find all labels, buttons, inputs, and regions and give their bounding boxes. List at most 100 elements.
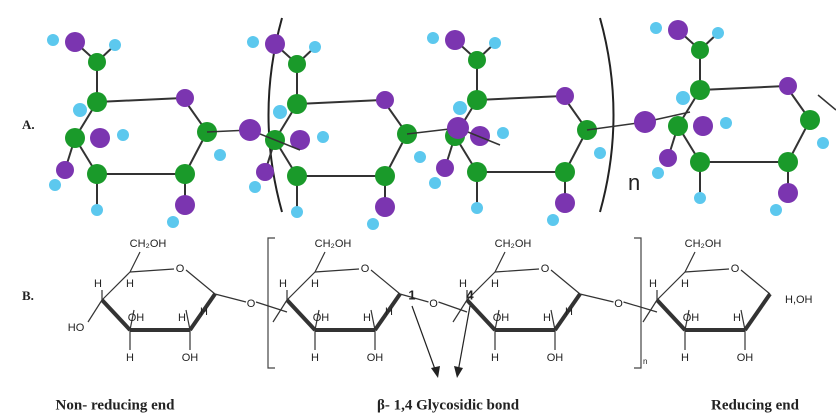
- bond: [314, 309, 320, 331]
- atom: [117, 129, 129, 141]
- atom: [65, 128, 85, 148]
- bond: [623, 301, 658, 313]
- atom: [287, 166, 307, 186]
- arrowhead: [431, 366, 440, 378]
- ring-label: H: [565, 306, 573, 318]
- ring-label: CH₂OH: [685, 238, 722, 250]
- atom: [87, 164, 107, 184]
- atom: [445, 30, 465, 50]
- atom: [65, 32, 85, 52]
- ring-label: H: [491, 352, 499, 364]
- ring-label: HO: [68, 322, 85, 334]
- arrow: [457, 305, 471, 373]
- bond: [656, 271, 686, 301]
- bond: [740, 309, 746, 331]
- caption-middle: β- 1,4 Glycosidic bond: [377, 397, 520, 413]
- atom: [90, 128, 110, 148]
- bond: [762, 293, 771, 307]
- repeat-n-b: n: [643, 357, 647, 366]
- square-bracket-left: [267, 237, 275, 369]
- link-oxygen: O: [429, 298, 438, 310]
- ring-label: CH₂OH: [315, 238, 352, 250]
- bond: [370, 269, 401, 295]
- atom: [87, 92, 107, 112]
- bond: [370, 309, 376, 331]
- atom: [256, 163, 274, 181]
- atom: [309, 41, 321, 53]
- ring-label: H: [200, 306, 208, 318]
- ring-label: OH: [367, 352, 384, 364]
- atom: [800, 110, 820, 130]
- ring-label: H: [385, 306, 393, 318]
- atom: [109, 39, 121, 51]
- atom: [73, 103, 87, 117]
- bond: [185, 309, 191, 331]
- ring-label: H: [649, 278, 657, 290]
- ring-label: H,OH: [785, 294, 813, 306]
- carbon-1: 1: [408, 287, 415, 302]
- ring-label: H: [126, 278, 134, 290]
- bond: [684, 251, 696, 273]
- atom: [375, 166, 395, 186]
- atom: [88, 53, 106, 71]
- atom: [273, 105, 287, 119]
- ring-label: H: [279, 278, 287, 290]
- atom: [249, 181, 261, 193]
- carbon-4: 4: [466, 287, 474, 302]
- atom: [175, 195, 195, 215]
- bond: [314, 268, 360, 273]
- atom: [817, 137, 829, 149]
- arrow: [411, 305, 437, 373]
- atom: [778, 152, 798, 172]
- bond: [684, 268, 730, 273]
- ring-label: H: [94, 278, 102, 290]
- atom: [291, 206, 303, 218]
- atom: [453, 101, 467, 115]
- atom: [659, 149, 677, 167]
- atom: [467, 90, 487, 110]
- linking-oxygen: [447, 117, 469, 139]
- bond: [296, 99, 384, 105]
- bond: [129, 251, 141, 273]
- ring-label: H: [491, 278, 499, 290]
- bond: [452, 299, 468, 323]
- bond: [314, 251, 326, 273]
- atom: [414, 151, 426, 163]
- ring-label: O: [541, 263, 550, 275]
- caption-right: Reducing end: [711, 397, 800, 413]
- atom: [471, 202, 483, 214]
- repeat-n: n: [628, 170, 640, 195]
- atom: [668, 116, 688, 136]
- bond: [476, 95, 564, 101]
- atom: [690, 80, 710, 100]
- atom: [467, 162, 487, 182]
- bond: [285, 298, 317, 332]
- bond: [207, 293, 216, 307]
- atom: [367, 218, 379, 230]
- bond: [579, 293, 614, 303]
- atom: [375, 197, 395, 217]
- atom: [470, 126, 490, 146]
- bond: [684, 309, 690, 331]
- bond: [817, 94, 836, 111]
- atom: [693, 116, 713, 136]
- panel-b-label: B.: [22, 288, 34, 303]
- bond: [214, 293, 247, 303]
- bond: [642, 299, 658, 323]
- atom: [594, 147, 606, 159]
- ring-label: H: [681, 352, 689, 364]
- ring-label: OH: [737, 352, 754, 364]
- bond: [699, 85, 787, 91]
- bond: [655, 298, 687, 332]
- atom: [317, 131, 329, 143]
- ring-label: OH: [128, 312, 145, 324]
- bond: [129, 309, 135, 331]
- bond: [96, 97, 184, 103]
- atom: [427, 32, 439, 44]
- ring-label: OH: [493, 312, 510, 324]
- atom: [779, 77, 797, 95]
- atom: [694, 192, 706, 204]
- atom: [214, 149, 226, 161]
- atom: [91, 204, 103, 216]
